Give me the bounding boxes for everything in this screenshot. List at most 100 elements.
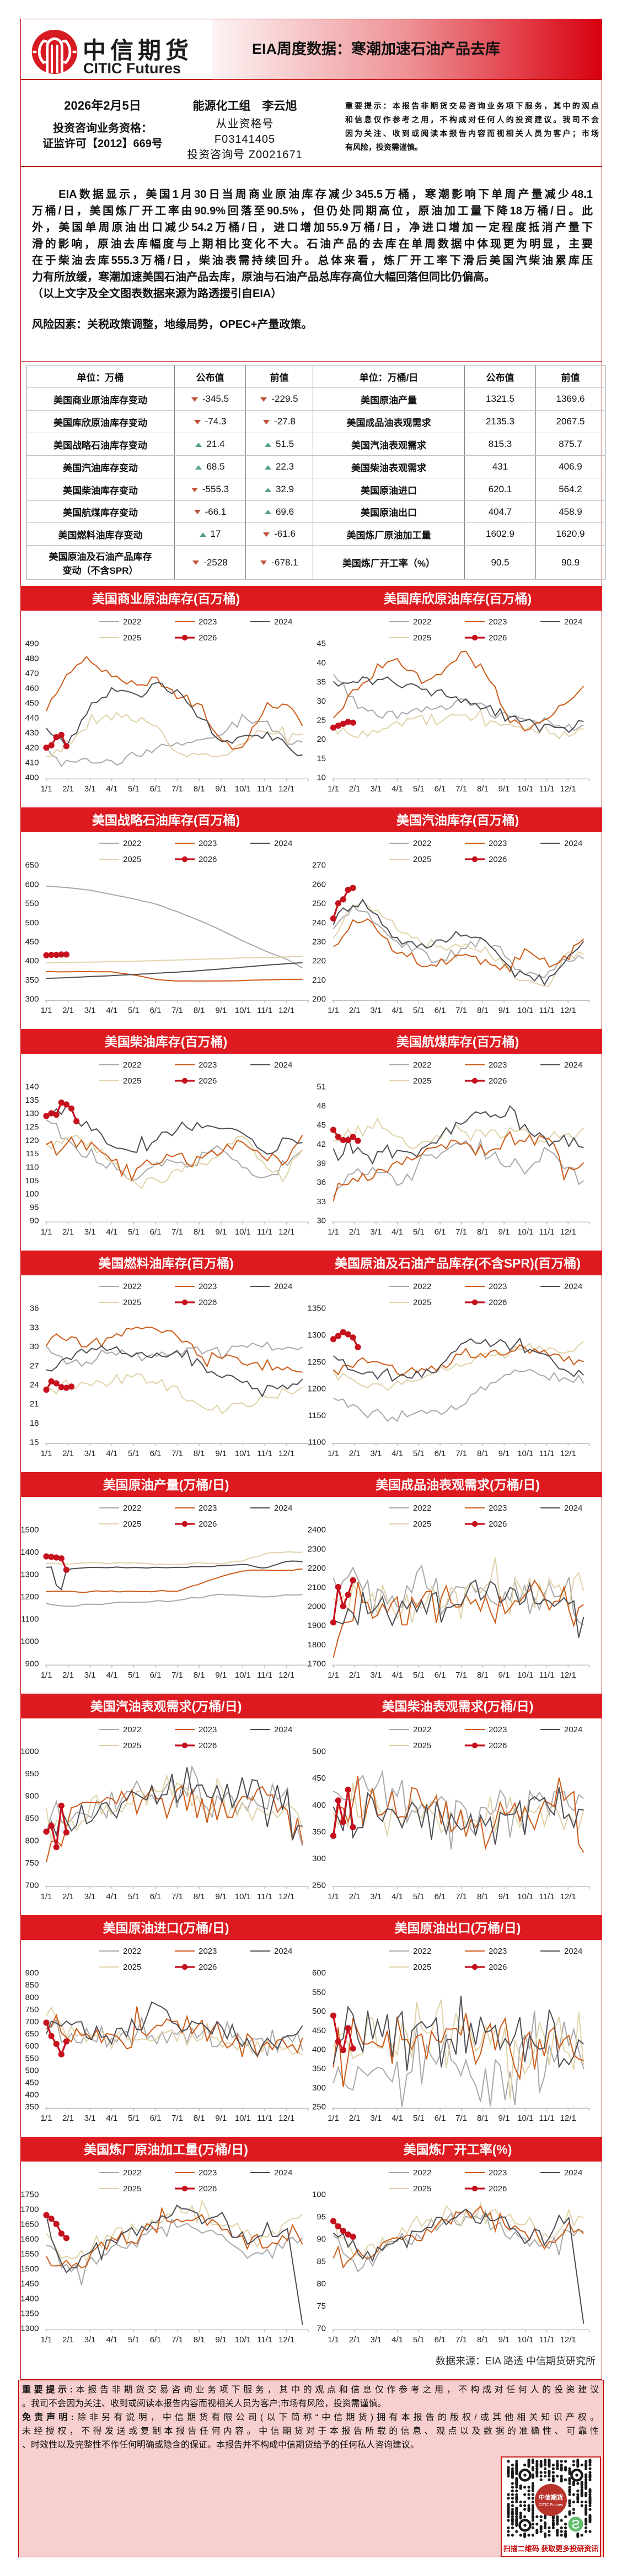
svg-text:1000: 1000 [20,1747,39,1756]
svg-text:美国燃料油库存(百万桶): 美国燃料油库存(百万桶) [98,1256,233,1270]
svg-text:700: 700 [25,2017,39,2027]
svg-text:2026: 2026 [489,1519,507,1529]
svg-text:1/1: 1/1 [41,2335,52,2345]
svg-text:550: 550 [312,1987,326,1997]
svg-text:950: 950 [25,1769,39,1779]
svg-text:490: 490 [25,639,39,649]
svg-text:10/1: 10/1 [235,1670,251,1680]
svg-text:美国柴油库存(百万桶): 美国柴油库存(百万桶) [105,1034,227,1049]
svg-text:39: 39 [317,1159,326,1168]
svg-text:11/1: 11/1 [539,1892,554,1901]
svg-text:3/1: 3/1 [370,1227,382,1237]
svg-text:11/1: 11/1 [257,1006,272,1015]
svg-text:2/1: 2/1 [349,1670,361,1680]
svg-text:300: 300 [312,1854,326,1863]
svg-text:11/1: 11/1 [539,1449,554,1458]
svg-text:3/1: 3/1 [370,1892,382,1901]
svg-text:210: 210 [312,976,326,985]
svg-text:5/1: 5/1 [128,2114,140,2123]
svg-text:CITIC Futures: CITIC Futures [539,2503,563,2507]
svg-text:扫描二维码 获取更多投研资讯: 扫描二维码 获取更多投研资讯 [503,2545,599,2553]
svg-text:400: 400 [25,2090,39,2100]
svg-text:7/1: 7/1 [171,2114,183,2123]
svg-text:9/1: 9/1 [498,2335,510,2345]
svg-text:10/1: 10/1 [235,1227,251,1237]
svg-text:3/1: 3/1 [370,2335,382,2345]
svg-text:420: 420 [25,743,39,753]
svg-text:12/1: 12/1 [278,1892,294,1901]
svg-text:450: 450 [25,699,39,708]
svg-text:10/1: 10/1 [517,1227,533,1237]
svg-text:7/1: 7/1 [455,1449,467,1458]
svg-text:8/1: 8/1 [477,1449,489,1458]
svg-text:7/1: 7/1 [171,1006,183,1015]
svg-text:11/1: 11/1 [257,1892,272,1901]
svg-text:6/1: 6/1 [150,2114,162,2123]
svg-text:500: 500 [25,2066,39,2075]
svg-text:12/1: 12/1 [560,784,576,794]
svg-text:3/1: 3/1 [84,2114,96,2123]
svg-text:48: 48 [317,1101,326,1111]
svg-text:5/1: 5/1 [128,1006,140,1015]
svg-text:美国战略石油库存(百万桶): 美国战略石油库存(百万桶) [92,813,240,827]
svg-text:2023: 2023 [199,1282,217,1291]
svg-text:美国航煤库存(百万桶): 美国航煤库存(百万桶) [396,1034,519,1049]
svg-text:2022: 2022 [123,1503,141,1513]
svg-text:12/1: 12/1 [560,1892,576,1901]
svg-text:4/1: 4/1 [106,2335,117,2345]
svg-text:440: 440 [25,714,39,723]
svg-text:2025: 2025 [123,1741,141,1750]
svg-text:36: 36 [30,1304,39,1313]
svg-text:12/1: 12/1 [560,1006,576,1015]
svg-text:美国汽油表观需求(万桶/日): 美国汽油表观需求(万桶/日) [90,1699,242,1713]
svg-text:4/1: 4/1 [106,1227,117,1237]
svg-text:5/1: 5/1 [128,1227,140,1237]
svg-text:2022: 2022 [123,1947,141,1956]
svg-text:4/1: 4/1 [392,1892,403,1901]
svg-text:33: 33 [317,1197,326,1206]
svg-text:1400: 1400 [20,2294,39,2304]
svg-text:1600: 1600 [20,2235,39,2244]
svg-text:2025: 2025 [413,633,431,643]
svg-text:8/1: 8/1 [194,2114,205,2123]
svg-text:2023: 2023 [199,1725,217,1734]
svg-text:9/1: 9/1 [215,1670,227,1680]
svg-text:2/1: 2/1 [349,2335,361,2345]
svg-text:10: 10 [317,773,326,783]
svg-text:7/1: 7/1 [455,1892,467,1901]
svg-text:美国柴油表观需求(万桶/日): 美国柴油表观需求(万桶/日) [382,1699,534,1713]
svg-text:30: 30 [30,1342,39,1351]
svg-text:2023: 2023 [199,1503,217,1513]
svg-text:2023: 2023 [489,1947,507,1956]
svg-text:10/1: 10/1 [235,1892,251,1901]
svg-text:6/1: 6/1 [435,1449,446,1458]
svg-text:850: 850 [25,1981,39,1990]
svg-text:2/1: 2/1 [62,784,74,794]
svg-text:33: 33 [30,1323,39,1332]
svg-text:2023: 2023 [199,1947,217,1956]
svg-text:7/1: 7/1 [455,2335,467,2345]
svg-text:2026: 2026 [199,1298,217,1307]
svg-text:12/1: 12/1 [278,1449,294,1458]
svg-text:430: 430 [25,729,39,738]
svg-text:3/1: 3/1 [84,1670,96,1680]
svg-text:4/1: 4/1 [106,1449,117,1458]
svg-text:1650: 1650 [20,2220,39,2229]
svg-text:6/1: 6/1 [150,1670,162,1680]
svg-text:135: 135 [25,1096,39,1105]
svg-text:250: 250 [312,2103,326,2112]
svg-text:4/1: 4/1 [106,1670,117,1680]
svg-text:7/1: 7/1 [455,1670,467,1680]
svg-text:2023: 2023 [489,1503,507,1513]
svg-text:460: 460 [25,684,39,693]
svg-text:700: 700 [25,1881,39,1890]
svg-text:125: 125 [25,1123,39,1132]
svg-text:9/1: 9/1 [498,1892,510,1901]
svg-text:2024: 2024 [564,617,582,627]
svg-text:1/1: 1/1 [328,1006,339,1015]
svg-text:300: 300 [25,995,39,1004]
svg-text:美国原油产量(万桶/日): 美国原油产量(万桶/日) [103,1478,229,1492]
svg-text:6/1: 6/1 [150,1006,162,1015]
svg-text:95: 95 [317,2212,326,2222]
svg-text:130: 130 [25,1109,39,1118]
